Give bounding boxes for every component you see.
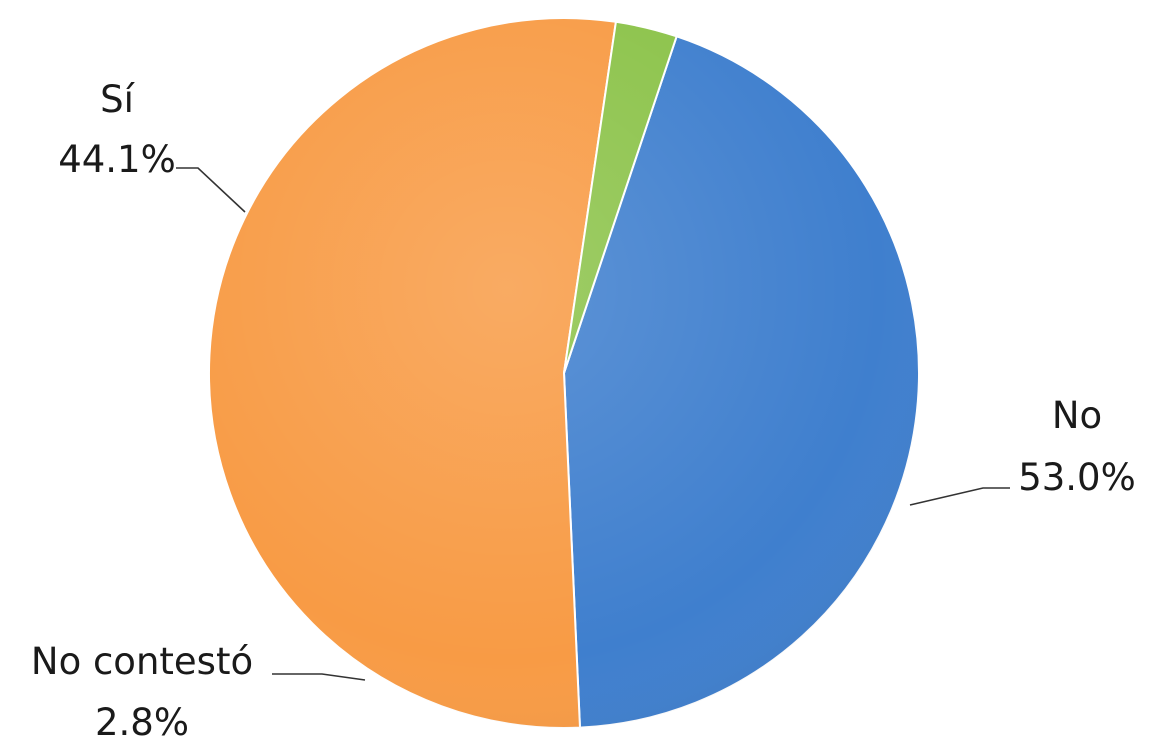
- slice-label-si: Sí: [100, 78, 135, 121]
- leader-line-si: [176, 167, 246, 213]
- slice-label-no: No: [1052, 394, 1102, 437]
- leader-line-no-contesto: [272, 673, 366, 681]
- slice-label-no-contesto: No contestó: [31, 640, 253, 683]
- slice-value-no: 53.0%: [1018, 456, 1136, 499]
- leader-line-no: [909, 487, 1010, 506]
- slices-layer: [207, 17, 920, 730]
- slice-value-si: 44.1%: [58, 138, 176, 181]
- pie-slice-no: [207, 17, 618, 730]
- slice-value-no-contesto: 2.8%: [95, 701, 189, 738]
- labels-layer: Sí 44.1% No 53.0% No contestó 2.8%: [31, 78, 1136, 738]
